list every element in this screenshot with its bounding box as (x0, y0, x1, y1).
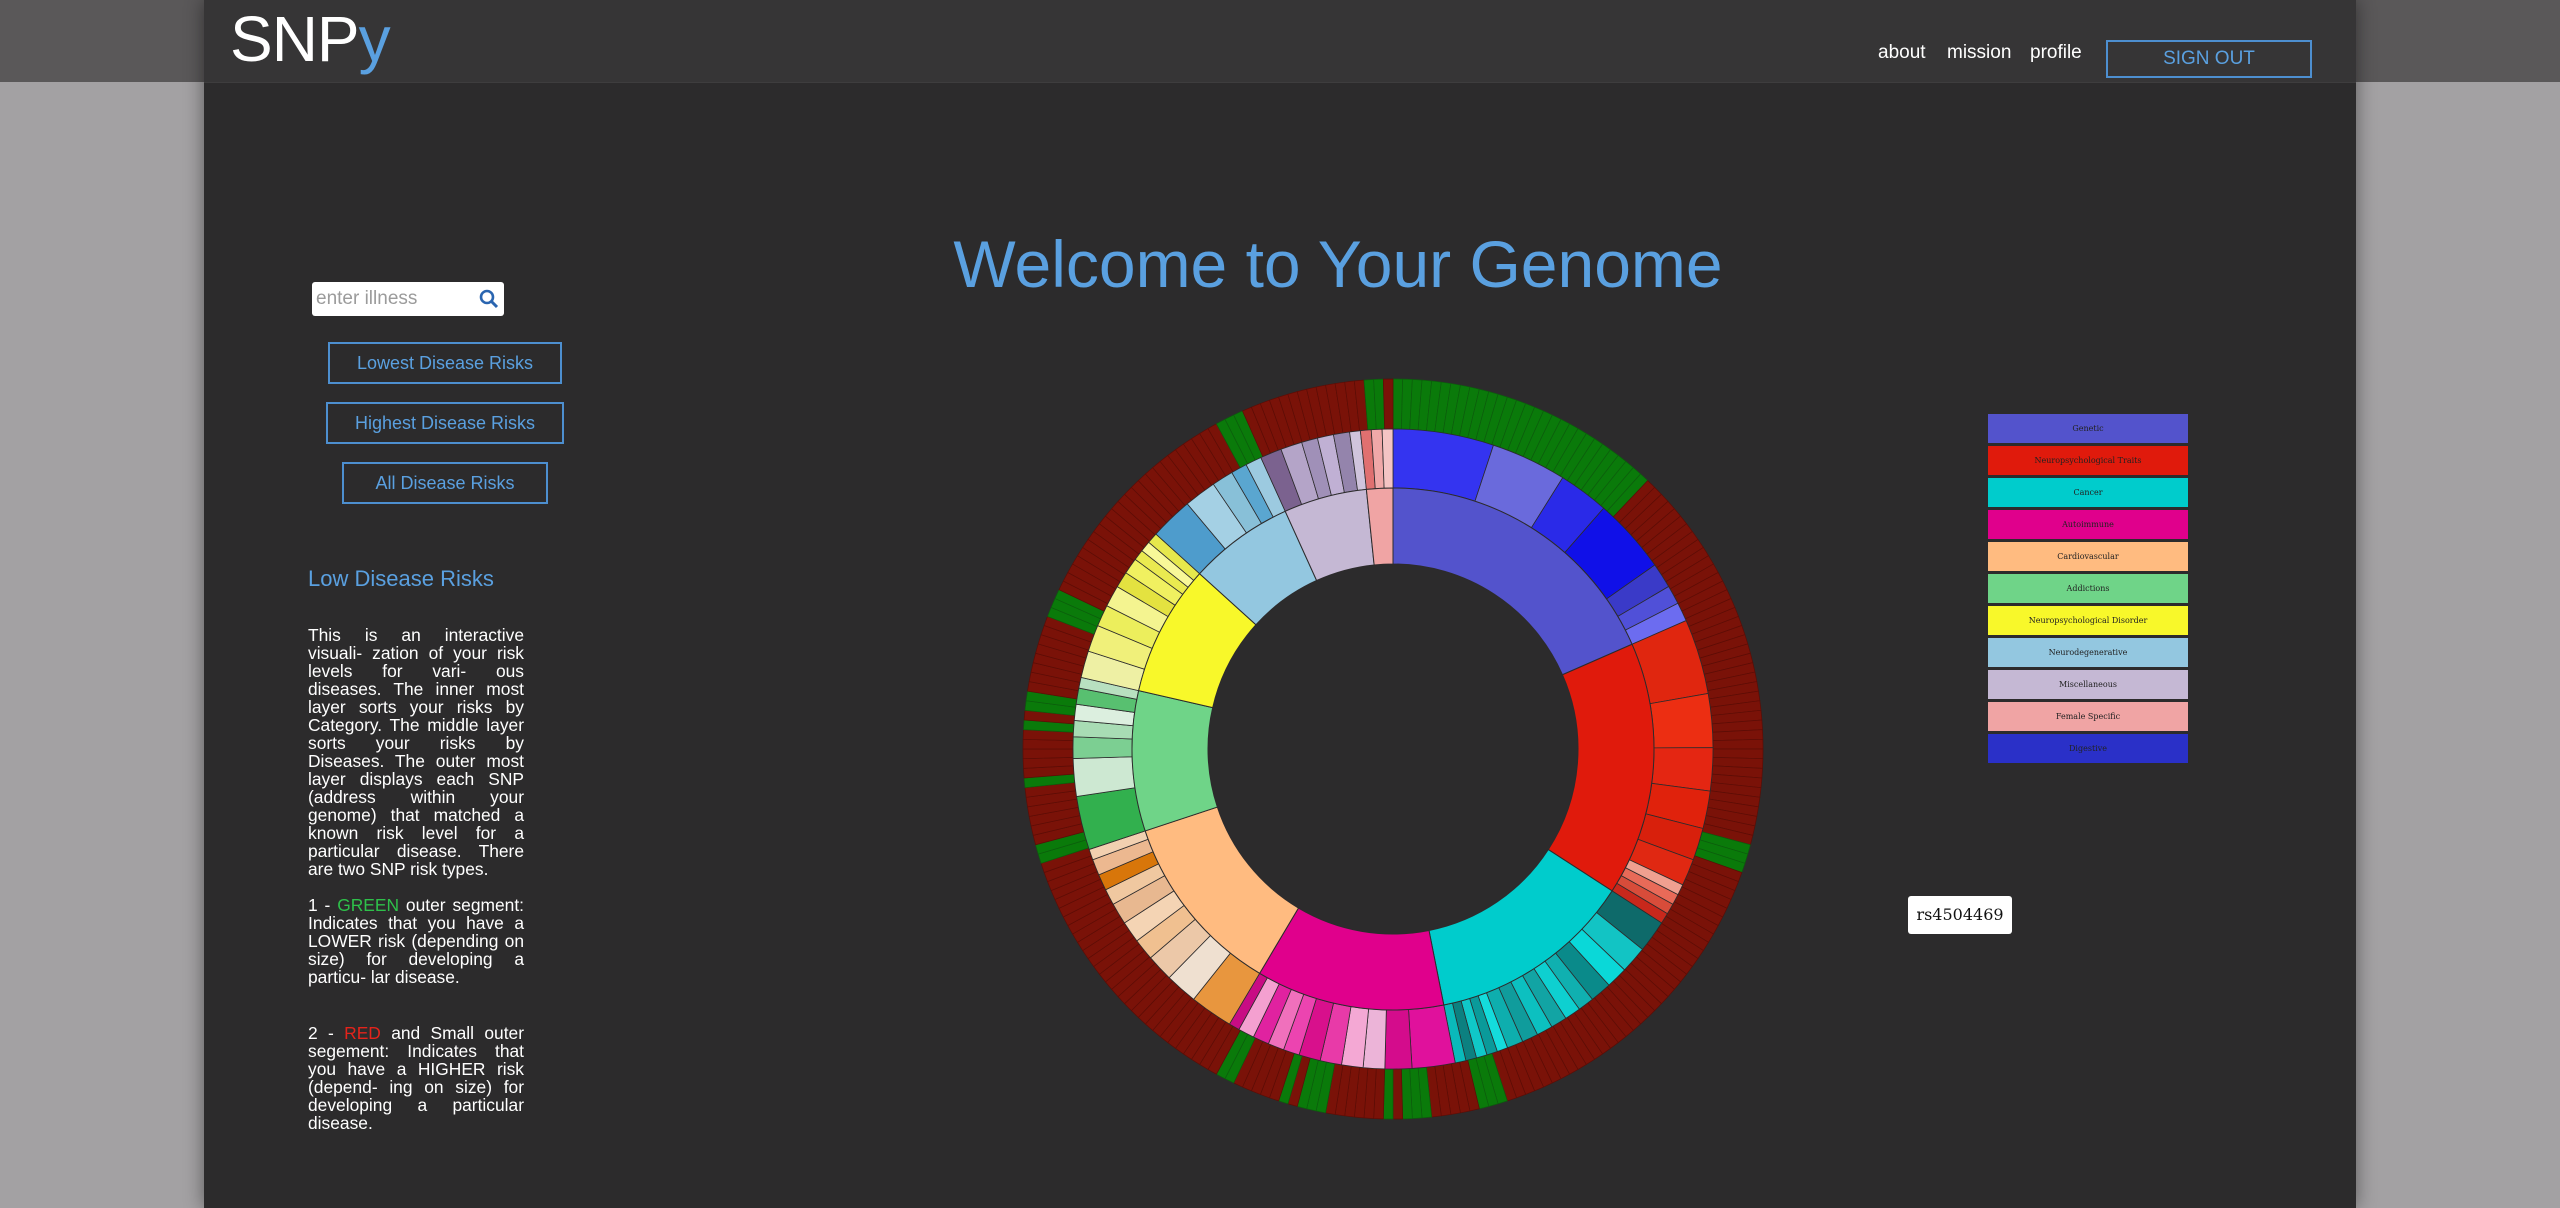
search-input[interactable] (312, 282, 474, 316)
lowest-risks-button[interactable]: Lowest Disease Risks (328, 342, 562, 384)
green-explanation: 1 - GREEN outer segment: Indicates that … (308, 896, 524, 986)
snp-tooltip: rs4504469 (1908, 896, 2012, 934)
disease-segment[interactable] (1072, 736, 1133, 759)
disease-segment[interactable] (1381, 428, 1394, 489)
logo[interactable]: SNPy (230, 3, 391, 75)
logo-accent: y (358, 3, 391, 75)
green-prefix: 1 - (308, 895, 338, 915)
page-title: Welcome to Your Genome (953, 227, 1723, 301)
legend-item[interactable]: Autoimmune (1988, 510, 2188, 539)
category-ring (1131, 487, 1655, 1011)
nav-mission[interactable]: mission (1947, 42, 2012, 63)
legend-item[interactable]: Neuropsychological Traits (1988, 446, 2188, 475)
legend-item[interactable]: Addictions (1988, 574, 2188, 603)
legend-item[interactable]: Neurodegenerative (1988, 638, 2188, 667)
category-segment[interactable] (1365, 487, 1394, 566)
snp-segment[interactable] (1382, 378, 1394, 430)
green-text: outer segment: Indicates that you have a… (308, 895, 524, 987)
nav-about[interactable]: about (1878, 42, 1926, 63)
red-explanation: 2 - RED and Small outer segement: Indica… (308, 1024, 524, 1132)
disease-ring (1072, 428, 1714, 1070)
legend-item[interactable]: Neuropsychological Disorder (1988, 606, 2188, 635)
sign-out-button[interactable]: SIGN OUT (2106, 40, 2312, 78)
red-keyword: RED (344, 1023, 381, 1043)
category-segment[interactable] (1131, 690, 1218, 832)
red-text: and Small outer segement: Indicates that… (308, 1023, 524, 1133)
snp-segment[interactable] (1022, 748, 1074, 760)
legend-item[interactable]: Cardiovascular (1988, 542, 2188, 571)
nav-profile[interactable]: profile (2030, 42, 2082, 63)
category-legend: Genetic Neuropsychological Traits Cancer Au… (1988, 414, 2188, 766)
search-icon[interactable] (478, 288, 500, 310)
highest-risks-button[interactable]: Highest Disease Risks (326, 402, 564, 444)
snp-segment[interactable] (1392, 1068, 1404, 1120)
green-keyword: GREEN (337, 895, 400, 915)
legend-item[interactable]: Miscellaneous (1988, 670, 2188, 699)
search-box[interactable] (312, 282, 504, 316)
sunburst-chart[interactable] (1016, 372, 1770, 1126)
side-heading: Low Disease Risks (308, 566, 494, 591)
disease-segment[interactable] (1384, 1009, 1413, 1070)
header-bar: SNPy about mission profile SIGN OUT (204, 0, 2356, 83)
legend-item[interactable]: Genetic (1988, 414, 2188, 443)
main-panel: SNPy about mission profile SIGN OUT Welc… (204, 0, 2356, 1208)
logo-text: SNP (230, 3, 360, 75)
legend-item[interactable]: Female Specific (1988, 702, 2188, 731)
intro-paragraph: This is an interactive visuali- zation o… (308, 625, 524, 879)
all-risks-button[interactable]: All Disease Risks (342, 462, 548, 504)
snp-segment[interactable] (1712, 738, 1764, 750)
red-prefix: 2 - (308, 1023, 345, 1043)
legend-item[interactable]: Cancer (1988, 478, 2188, 507)
legend-item[interactable]: Digestive (1988, 734, 2188, 763)
